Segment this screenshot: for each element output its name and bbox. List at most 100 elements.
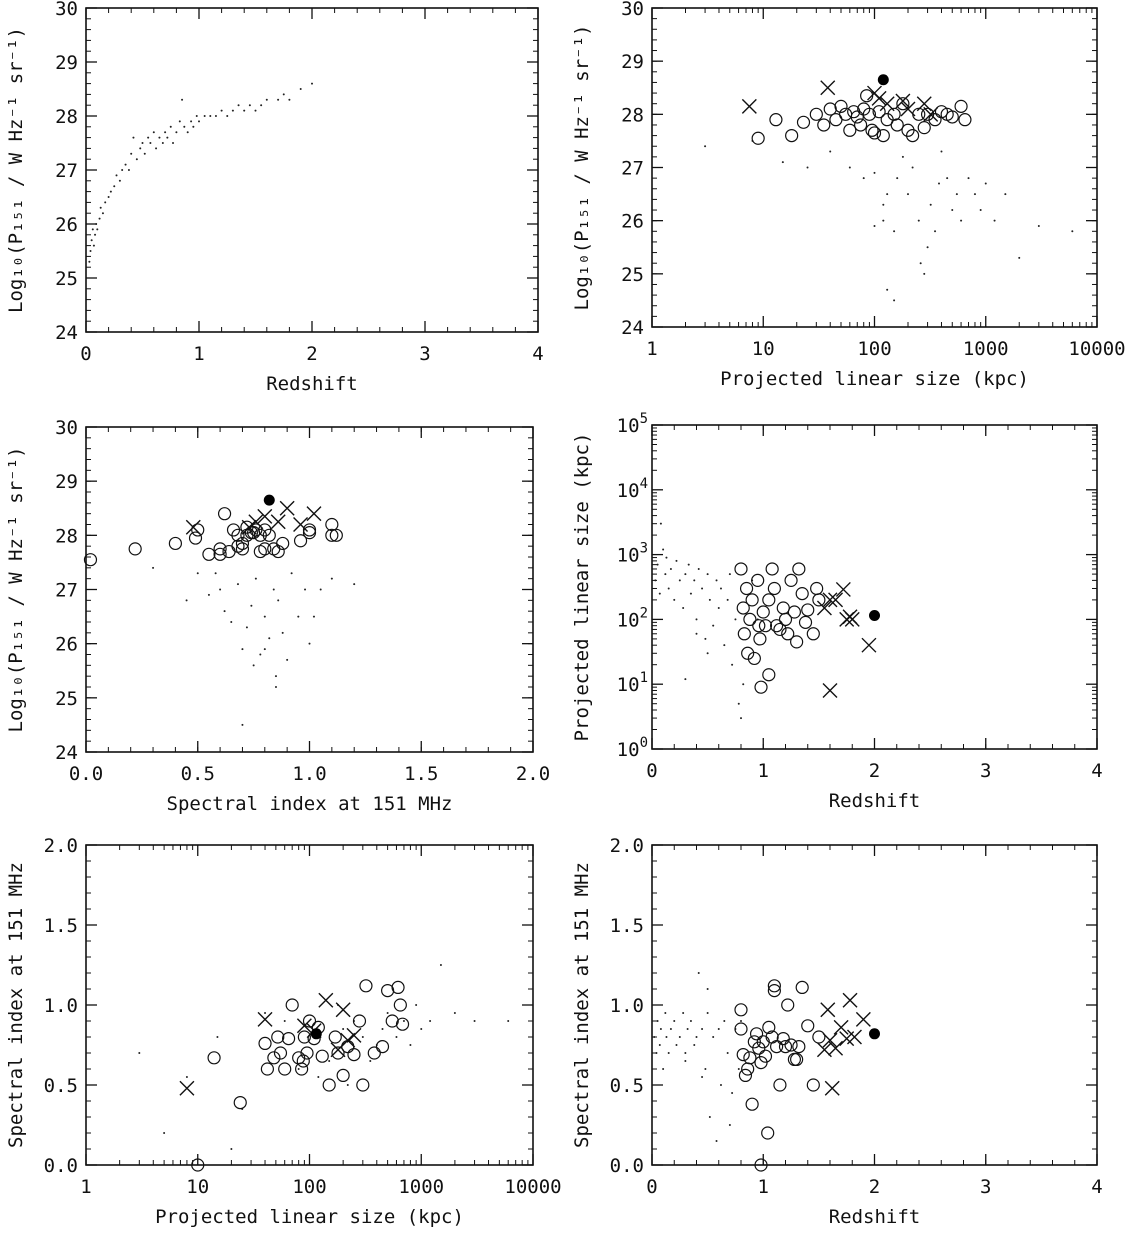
data-point-circle (734, 1003, 748, 1017)
data-point-dot (94, 233, 97, 236)
data-point-circle (758, 619, 773, 633)
data-point-dot (669, 1028, 672, 1030)
data-point-dot (95, 223, 98, 225)
data-point-circle (769, 113, 783, 127)
data-point-dot (155, 147, 158, 150)
x-tick-label: 100 (857, 338, 891, 360)
data-point-dot (190, 120, 193, 123)
data-point-dot (203, 115, 206, 117)
x-tick-label: 10000 (1068, 338, 1125, 360)
data-point-dot (697, 567, 700, 570)
data-point-dot (185, 599, 188, 602)
data-point-circle (258, 1036, 272, 1051)
x-tick-label: 2.0 (516, 763, 550, 785)
data-point-dot (701, 1076, 704, 1078)
data-point-dot (265, 98, 268, 101)
data-point-dot (704, 637, 707, 640)
data-point-dot (353, 583, 356, 586)
plot-frame (651, 844, 1098, 1166)
data-point-dot (328, 1060, 331, 1062)
x-tick-label: 0.5 (181, 763, 215, 785)
y-tick-label: 30 (621, 0, 644, 20)
data-point-dot (993, 219, 996, 222)
data-point-circle (754, 680, 768, 694)
data-point-cross (879, 96, 895, 112)
data-point-dot (264, 1012, 267, 1014)
data-point-dot (656, 563, 659, 566)
data-point-dot (693, 579, 696, 582)
data-point-cross (270, 514, 286, 530)
data-point-circle (928, 113, 942, 127)
data-point-dot (719, 587, 722, 590)
x-axis-label: Projected linear size (kpc) (720, 368, 1029, 390)
data-point-dot (259, 653, 262, 656)
data-point-cross (335, 1002, 351, 1018)
data-point-circle (798, 615, 813, 629)
x-tick-label: 1.5 (404, 763, 438, 785)
data-point-dot (862, 177, 865, 180)
data-point-dot (664, 573, 667, 576)
data-point-dot (274, 686, 277, 688)
y-axis-label: Log₁₀(P₁₅₁ / W Hz⁻¹ sr⁻¹) (571, 25, 593, 311)
data-point-circle (262, 528, 276, 542)
data-point-circle (736, 601, 750, 615)
data-point-dot (226, 115, 229, 117)
data-point-dot (164, 131, 167, 134)
data-point-circle (751, 131, 765, 145)
data-point-dot (686, 1028, 689, 1030)
y-tick-label: 30 (55, 417, 78, 439)
y-tick-label: 27 (621, 158, 644, 180)
data-point-circle (297, 1030, 311, 1044)
data-point-cross (816, 600, 832, 616)
data-point-dot (214, 572, 217, 575)
data-point-dot (737, 1068, 740, 1070)
data-point-dot (938, 182, 941, 185)
data-point-dot (219, 588, 222, 591)
y-tick-label: 25 (55, 268, 78, 290)
data-point-dot (99, 206, 102, 209)
data-point-dot (689, 1020, 692, 1022)
data-point-circle (207, 1051, 221, 1065)
data-point-dot (163, 1132, 166, 1134)
data-point-cross (248, 514, 264, 530)
y-tick-label: 101 (617, 670, 648, 696)
x-axis-label: Projected linear size (kpc) (155, 1206, 464, 1228)
data-point-dot (297, 1068, 300, 1070)
data-point-dot (1037, 224, 1040, 227)
data-point-dot (250, 604, 253, 607)
data-point-dot (655, 1052, 658, 1054)
data-point-circle (741, 1062, 755, 1076)
data-point-circle (796, 115, 811, 129)
data-point-dot (241, 723, 244, 726)
data-point-circle (773, 622, 787, 637)
data-point-dot (906, 193, 909, 196)
data-point-dot (675, 1044, 678, 1046)
data-point-dot (726, 598, 729, 601)
data-point-circle (896, 97, 910, 111)
data-point-dot (236, 583, 239, 586)
data-point-dot (346, 1084, 349, 1086)
x-tick-label: 1 (193, 343, 204, 365)
data-point-circle (817, 118, 831, 132)
data-point-dot (706, 988, 709, 990)
data-point-dot (104, 201, 107, 204)
data-point-circle (767, 983, 781, 998)
data-point-dot (330, 577, 333, 580)
data-point-dot (742, 683, 745, 686)
data-point-filled (869, 609, 880, 621)
data-point-circle (795, 587, 809, 601)
data-point-circle (790, 635, 804, 649)
data-point-dot (192, 125, 195, 128)
data-point-dot (286, 658, 289, 661)
data-point-cross (822, 1032, 838, 1048)
data-point-circle (738, 1068, 753, 1083)
data-point-dot (138, 1052, 141, 1054)
y-tick-label: 24 (621, 317, 644, 339)
data-point-cross (820, 1002, 836, 1018)
data-point-dot (241, 648, 244, 651)
data-point-dot (118, 179, 121, 182)
data-point-dot (734, 618, 737, 621)
data-point-circle (191, 523, 205, 537)
data-point-circle (267, 1051, 281, 1065)
data-point-dot (923, 272, 926, 275)
